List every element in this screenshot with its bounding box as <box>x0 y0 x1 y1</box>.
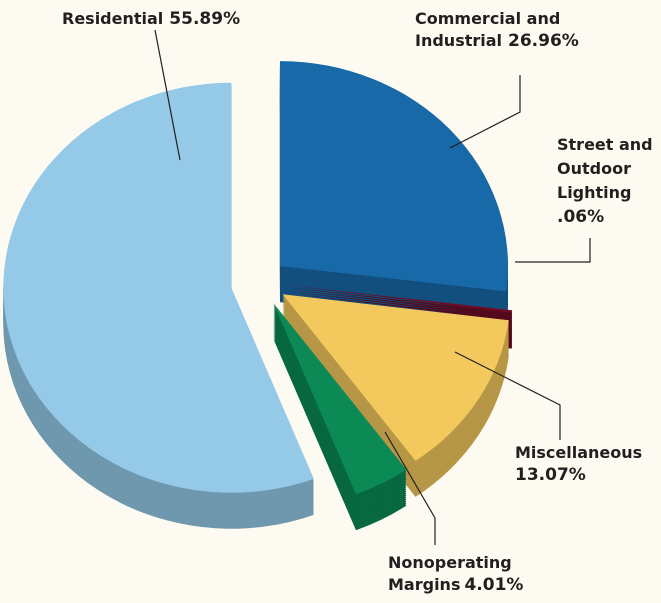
slice-label: Miscellaneous 13.07% <box>515 442 655 486</box>
leader-line <box>515 238 591 263</box>
slice-side <box>285 292 513 321</box>
slice-side <box>285 288 513 317</box>
slice <box>273 303 407 495</box>
slice-label: Residential 55.89% <box>62 8 322 30</box>
category-label: Miscellaneous <box>515 443 643 462</box>
slice <box>3 82 314 493</box>
value-label: 4.01% <box>464 575 524 595</box>
leader-line <box>384 431 436 545</box>
slices <box>3 61 513 531</box>
slice-label: Street and Outdoor Lighting .06% <box>557 133 657 229</box>
slice-label: Commercial and Industrial 26.96% <box>415 8 600 52</box>
leader-line <box>449 75 521 149</box>
category-label: Nonoperating Margins <box>388 553 512 594</box>
slice <box>282 294 509 461</box>
value-label: .06% <box>557 207 605 227</box>
value-label: 55.89% <box>169 9 241 29</box>
slice <box>279 61 508 292</box>
category-label: Residential <box>62 9 164 28</box>
category-label: Commercial and Industrial <box>415 9 561 50</box>
category-label: Street and Outdoor Lighting <box>557 135 653 202</box>
leader-line <box>454 351 561 440</box>
value-label: 13.07% <box>515 465 586 485</box>
leader-line <box>154 29 181 161</box>
slice-side <box>285 286 513 315</box>
slice <box>285 284 513 313</box>
slice-side <box>285 290 513 319</box>
slice-label: Nonoperating Margins 4.01% <box>388 552 548 596</box>
value-label: 26.96% <box>508 31 579 51</box>
